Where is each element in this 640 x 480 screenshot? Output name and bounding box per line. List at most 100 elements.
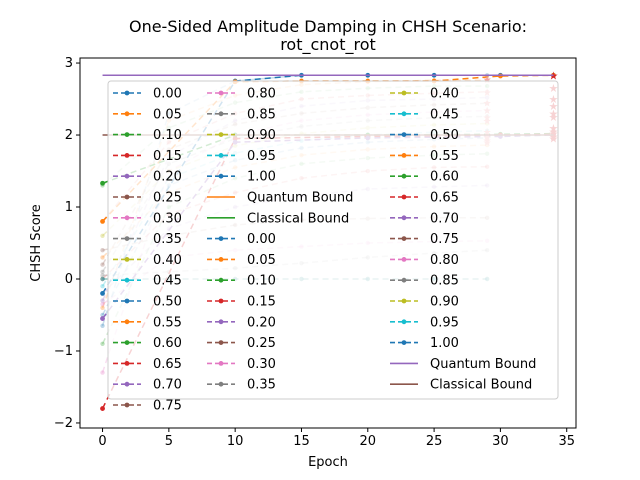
faint-series-point	[100, 305, 105, 310]
legend-handle-marker	[124, 173, 130, 179]
faint-series-point	[100, 233, 105, 239]
legend-handle-marker	[124, 319, 130, 325]
legend-handle-marker	[218, 236, 224, 242]
faint-series-point	[100, 298, 105, 303]
end-star-marker: ★	[549, 69, 559, 82]
legend-handle-marker	[401, 277, 407, 283]
legend-label: 0.60	[153, 336, 182, 351]
legend-label: 0.25	[153, 191, 182, 206]
faint-series-point	[100, 276, 105, 282]
y-axis-ticks: −2 −1 0 1 2 3	[54, 56, 80, 431]
legend-label: 0.95	[247, 149, 276, 164]
legend-handle-marker	[124, 215, 130, 221]
legend-handle-marker	[401, 173, 407, 179]
legend-handle-marker	[401, 319, 407, 325]
legend-handle-marker	[124, 153, 130, 158]
legend-handle-marker	[218, 173, 224, 179]
faint-series-point	[100, 262, 105, 267]
faint-series-point	[100, 255, 105, 260]
x-tick-label: 25	[426, 434, 443, 449]
x-axis-label: Epoch	[308, 455, 348, 470]
x-tick-label: 35	[558, 434, 575, 449]
legend-handle-marker	[124, 361, 130, 366]
faint-series-point	[100, 370, 105, 375]
legend-label: 0.15	[247, 295, 276, 310]
x-tick-label: 15	[293, 434, 310, 449]
legend-label: Classical Bound	[430, 378, 532, 393]
legend-label: 0.00	[247, 232, 276, 247]
legend-label: 0.90	[430, 295, 459, 310]
legend-handle-marker	[124, 402, 130, 408]
legend-label: 0.50	[430, 128, 459, 143]
faint-series-point	[100, 276, 105, 282]
legend-label: 0.35	[247, 378, 276, 393]
legend-handle-marker	[401, 340, 407, 345]
legend-handle-marker	[218, 257, 224, 262]
y-tick-label: 0	[65, 272, 73, 287]
legend-label: 0.80	[430, 253, 459, 268]
legend-label: 0.80	[247, 87, 276, 102]
legend-label: 0.70	[153, 378, 182, 393]
legend-label: 0.60	[430, 170, 459, 185]
bold-series-point	[100, 180, 105, 186]
bold-series-point	[100, 316, 105, 321]
x-axis-ticks: 0 5 10 15 20 25 30 35	[98, 428, 575, 449]
legend-label: 0.65	[430, 191, 459, 206]
bold-series-point	[100, 219, 105, 224]
faint-series-point	[100, 323, 105, 328]
chart-title: One-Sided Amplitude Damping in CHSH Scen…	[129, 17, 527, 36]
legend-handle-marker	[401, 298, 407, 304]
legend-handle-marker	[401, 194, 407, 200]
legend-label: 0.20	[153, 170, 182, 185]
legend-handle-marker	[218, 111, 224, 117]
legend-label: 0.30	[247, 357, 276, 372]
legend: 0.00 0.05 0.10 0.15 0.20 0.25 0.30 0.35 0.40 0.45…	[107, 80, 559, 414]
legend-handle-marker	[124, 90, 130, 96]
legend-label: 0.15	[153, 149, 182, 164]
faint-series-point	[100, 301, 105, 307]
legend-handle-marker	[218, 361, 224, 366]
legend-label: 0.75	[430, 232, 459, 247]
legend-handle-marker	[218, 298, 224, 304]
legend-handle-marker	[401, 111, 407, 117]
x-tick-label: 10	[227, 434, 244, 449]
x-tick-label: 30	[492, 434, 509, 449]
legend-handle-marker	[401, 132, 407, 138]
plot-frame	[79, 57, 577, 429]
legend-handle-marker	[124, 257, 130, 262]
legend-handle-marker	[124, 298, 130, 304]
legend-label: 0.95	[430, 315, 459, 330]
y-tick-label: 1	[65, 200, 73, 215]
chart-subtitle: rot_cnot_rot	[280, 35, 376, 55]
legend-label: 0.40	[153, 253, 182, 268]
legend-label: 1.00	[247, 170, 276, 185]
legend-label: 0.85	[247, 107, 276, 122]
legend-label: 0.10	[247, 274, 276, 289]
legend-handle-marker	[124, 381, 130, 387]
legend-handle-marker	[124, 236, 130, 242]
legend-label: Quantum Bound	[430, 357, 536, 372]
legend-handle-marker	[401, 257, 407, 262]
legend-handle-marker	[218, 381, 224, 387]
legend-handle-marker	[218, 90, 224, 96]
legend-label: 0.05	[153, 107, 182, 122]
faint-series-point	[100, 276, 105, 282]
faint-series-point	[100, 341, 105, 346]
legend-handle-marker	[124, 340, 130, 345]
legend-label: 0.65	[153, 357, 182, 372]
y-tick-label: −1	[54, 344, 73, 359]
mid-star-marker: ★	[483, 75, 492, 86]
legend-label: 1.00	[430, 336, 459, 351]
faint-series-point	[100, 283, 105, 289]
legend-label: 0.70	[430, 211, 459, 226]
faint-series-point	[100, 269, 105, 274]
legend-label: 0.45	[430, 107, 459, 122]
legend-label: 0.90	[247, 128, 276, 143]
legend-handle-marker	[401, 90, 407, 96]
y-tick-label: 3	[65, 56, 73, 71]
legend-label: 0.00	[153, 87, 182, 102]
legend-label: 0.10	[153, 128, 182, 143]
legend-handle-marker	[124, 111, 130, 117]
legend-label: 0.85	[430, 274, 459, 289]
